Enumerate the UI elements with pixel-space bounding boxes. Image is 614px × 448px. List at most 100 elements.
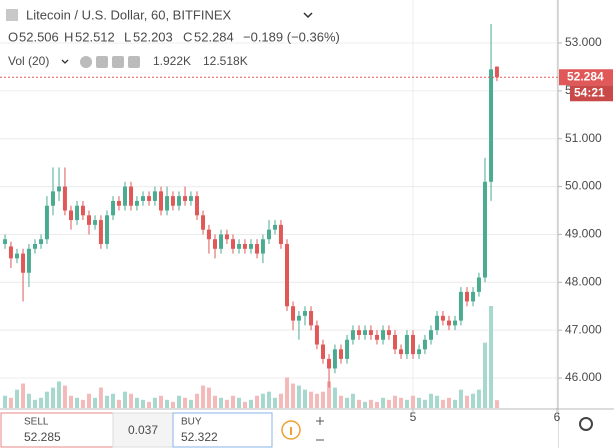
add-icon[interactable] (112, 56, 124, 68)
symbol-title[interactable]: Litecoin / U.S. Dollar, 60, BITFINEX (26, 7, 232, 22)
candle-body (458, 291, 463, 321)
volume-bar (338, 395, 343, 408)
y-tick-label: 53.000 (565, 35, 602, 49)
candle-body (320, 344, 325, 359)
candle-body (158, 191, 163, 211)
volume-bar (314, 393, 319, 408)
candle-body (417, 349, 422, 355)
volume-bar (116, 399, 121, 408)
volume-bar (440, 399, 445, 408)
sell-button[interactable] (0, 412, 114, 448)
candle-body (176, 196, 181, 206)
candle-body (3, 239, 8, 245)
candle-body (194, 196, 199, 216)
volume-bar (50, 387, 55, 408)
ohlc-value: 52.203 (133, 29, 173, 44)
candle-body (296, 315, 301, 321)
last-price-box (559, 69, 613, 86)
volume-bar (3, 395, 8, 408)
symbol-icon[interactable] (6, 9, 18, 21)
volume-bar (345, 397, 350, 408)
ohlc-value: 52.512 (75, 29, 115, 44)
volume-bar (453, 399, 458, 408)
candle-body (471, 291, 476, 302)
countdown-box (570, 85, 613, 102)
buy-button[interactable] (172, 412, 273, 448)
ohlc-key: H (64, 29, 73, 44)
volume-bar (140, 399, 145, 408)
settings-icon[interactable] (96, 56, 108, 68)
volume-bar (14, 389, 19, 408)
volume-bar (356, 399, 361, 408)
volume-bar (296, 385, 301, 408)
candle-body (356, 330, 361, 335)
volume-bar (188, 399, 193, 408)
candle-body (93, 220, 98, 225)
plot (0, 0, 558, 408)
candle-body (440, 315, 445, 321)
buy-label[interactable]: BUY (181, 417, 202, 428)
volume-bar (158, 395, 163, 408)
volume-bar (494, 400, 499, 408)
y-tick-label: 50.000 (565, 179, 602, 193)
candle-body (248, 244, 253, 249)
dropdown-chevron[interactable] (303, 12, 313, 19)
axes: 46.00047.00048.00049.00050.00051.00052.0… (410, 35, 613, 424)
candle-body (302, 311, 307, 316)
y-tick-label: 48.000 (565, 274, 602, 288)
candle-body (255, 244, 260, 254)
spread: 0.037 (128, 423, 158, 437)
volume-bar (44, 391, 49, 408)
volume-bar (224, 399, 229, 408)
sell-label[interactable]: SELL (24, 417, 49, 428)
volume-bar (147, 401, 152, 408)
volume-bar (248, 399, 253, 408)
volume-bar (435, 395, 440, 408)
sell-price[interactable]: 52.285 (24, 430, 61, 444)
candle-body (122, 186, 127, 206)
volume-bar (26, 393, 31, 408)
candle-body (32, 244, 37, 249)
volume-bar (75, 397, 80, 408)
dropdown-chevron[interactable] (61, 59, 69, 64)
volume-bar (104, 395, 109, 408)
candle-body (212, 239, 217, 249)
candle-body (104, 215, 109, 245)
candle-body (147, 196, 152, 201)
candle-body (374, 334, 379, 340)
visibility-icon[interactable] (80, 56, 92, 68)
volume-bar (80, 399, 85, 408)
ohlc-key: L (124, 29, 131, 44)
volume-bar (62, 385, 67, 408)
buy-price[interactable]: 52.322 (181, 430, 218, 444)
candle-body (489, 69, 494, 182)
more-icon[interactable] (128, 56, 140, 68)
candle-body (14, 253, 19, 259)
volume-bar (458, 389, 463, 408)
volume-bar (86, 393, 91, 408)
candle-body (309, 311, 314, 326)
ohlc-value: 52.506 (19, 29, 59, 44)
candle-body (21, 253, 26, 273)
volume-bar (57, 381, 62, 408)
volume-bar (206, 387, 211, 408)
candle-body (39, 239, 44, 245)
volume-bar (152, 397, 157, 408)
candle-body (266, 229, 271, 240)
candle-body (165, 196, 170, 211)
volume-bar (327, 381, 332, 408)
info-icon[interactable] (281, 420, 301, 440)
candle-body (170, 196, 175, 206)
candle-body (260, 239, 265, 254)
volume-bar (410, 395, 415, 408)
candle-body (345, 339, 350, 359)
volume-bar (230, 395, 235, 408)
volume-bar (260, 393, 265, 408)
volume-bar (93, 397, 98, 408)
candle-body (446, 320, 451, 326)
volume-bar (446, 397, 451, 408)
candle-body (327, 358, 332, 369)
settings-gear[interactable] (579, 417, 593, 431)
candle-body (129, 186, 134, 206)
volume-bar (350, 393, 355, 408)
